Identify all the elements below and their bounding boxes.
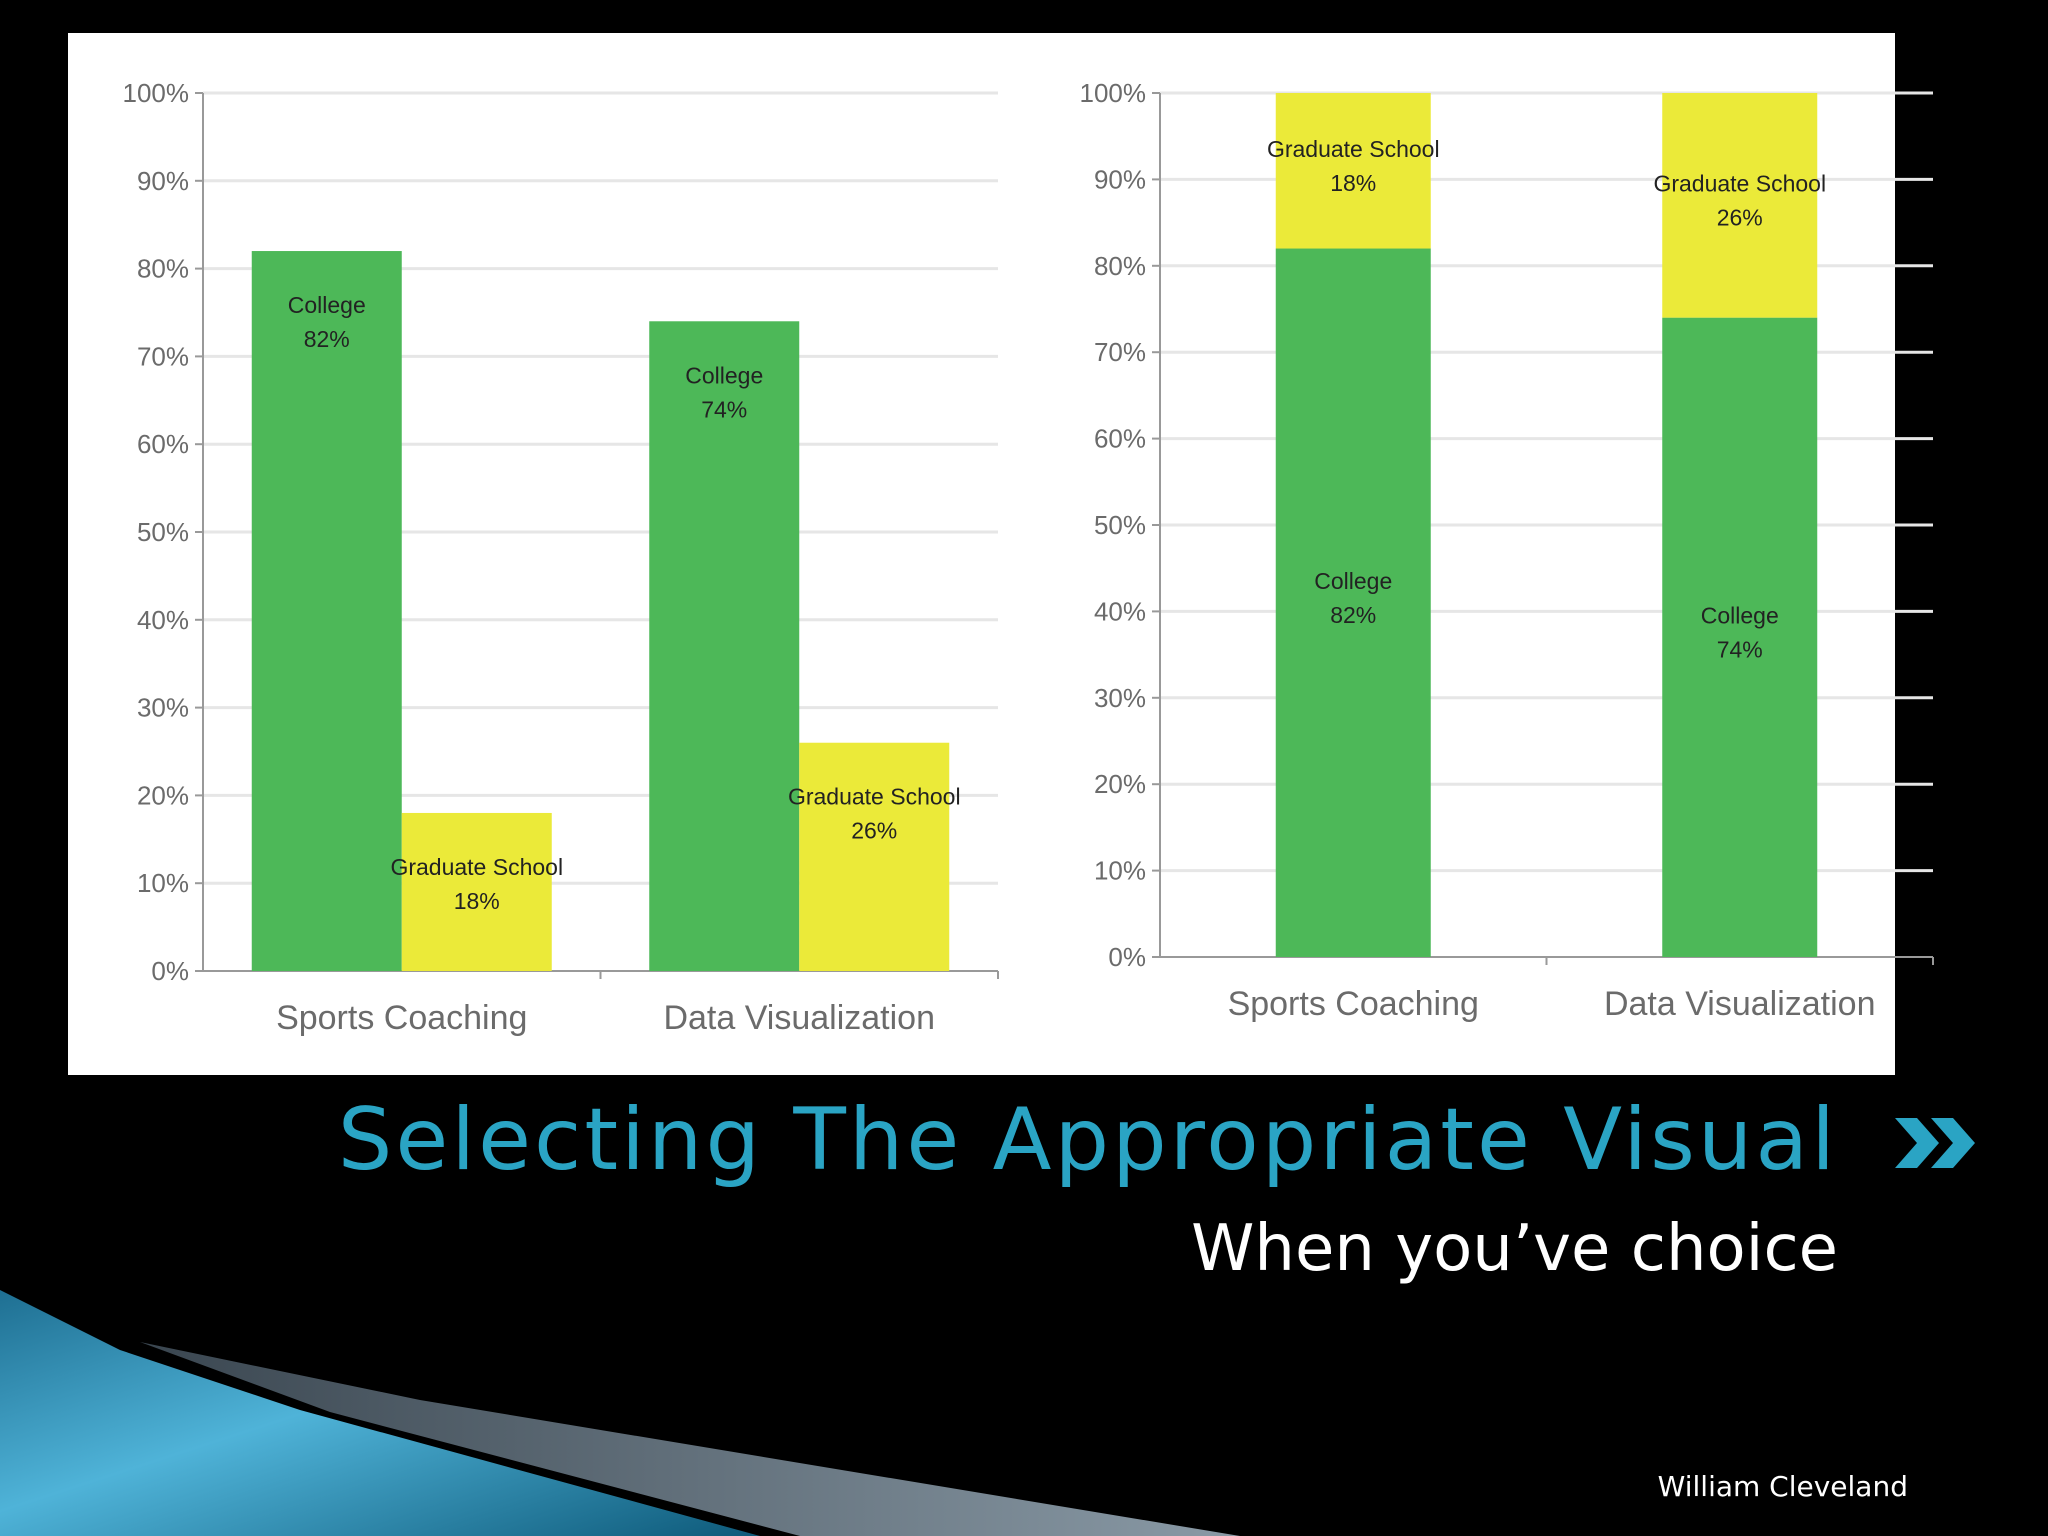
data-label-name: College [1701, 602, 1779, 628]
double-chevron-right-icon[interactable] [1895, 1118, 1979, 1168]
y-tick-label: 50% [1094, 510, 1146, 540]
y-tick-label: 10% [1094, 856, 1146, 886]
bar-college [1275, 248, 1431, 957]
chart-panel: 0% 10% 20% 30% 40% 50% 60% 70% 80% 90% 100% Sports … [68, 33, 1934, 1075]
data-label-value: 82% [1330, 602, 1376, 628]
data-label-value: 82% [304, 326, 350, 352]
y-tick-label: 80% [1094, 251, 1146, 281]
data-label-value: 26% [1717, 204, 1763, 230]
data-label-value: 74% [701, 396, 747, 422]
slide-title: Selecting The Appropriate Visual [337, 1090, 1838, 1190]
y-tick-label: 20% [137, 780, 189, 810]
y-tick-label: 80% [137, 254, 189, 284]
bar-graduate-school [1662, 93, 1818, 318]
y-tick-label: 70% [1094, 337, 1146, 367]
x-category-label: Sports Coaching [276, 999, 527, 1037]
data-label-name: Graduate School [1267, 136, 1440, 162]
y-tick-label: 90% [1094, 164, 1146, 194]
data-label-value: 26% [851, 818, 897, 844]
x-category-label: Data Visualization [1604, 985, 1876, 1023]
y-tick-label: 0% [151, 956, 189, 986]
y-tick-label: 10% [137, 868, 189, 898]
y-tick-label: 0% [1108, 942, 1146, 972]
y-tick-label: 20% [1094, 769, 1146, 799]
data-label-name: Graduate School [390, 854, 563, 880]
data-label-name: Graduate School [788, 784, 961, 810]
y-tick-label: 90% [137, 166, 189, 196]
stacked-bar-chart: 0% 10% 20% 30% 40% 50% 60% 70% 80% 90% 100% Sports … [1080, 78, 1934, 1023]
attribution: William Cleveland [1657, 1470, 1908, 1503]
bar-graduate-school [401, 812, 552, 971]
y-tick-label: 100% [123, 78, 190, 108]
data-label-name: Graduate School [1653, 170, 1826, 196]
x-category-label: Sports Coaching [1228, 985, 1479, 1023]
data-label-name: College [685, 362, 763, 388]
side-by-side-bar-chart: 0% 10% 20% 30% 40% 50% 60% 70% 80% 90% 100% Sports … [123, 78, 999, 1037]
data-label-value: 74% [1717, 636, 1763, 662]
y-tick-label: 50% [137, 517, 189, 547]
y-tick-label: 70% [137, 341, 189, 371]
data-label-name: College [1314, 568, 1392, 594]
x-category-label: Data Visualization [663, 999, 935, 1037]
y-tick-label: 30% [137, 693, 189, 723]
slide-subtitle: When you’ve choice [1191, 1212, 1838, 1286]
y-tick-label: 60% [137, 429, 189, 459]
data-label-name: College [288, 292, 366, 318]
y-tick-label: 30% [1094, 683, 1146, 713]
bar-college [649, 321, 800, 971]
data-label-value: 18% [1330, 170, 1376, 196]
y-tick-label: 40% [137, 605, 189, 635]
y-tick-label: 100% [1080, 78, 1147, 108]
y-tick-label: 40% [1094, 596, 1146, 626]
bar-graduate-school [799, 742, 950, 971]
bar-college [1662, 317, 1818, 957]
data-label-value: 18% [454, 888, 500, 914]
slide-decoration [0, 1290, 1240, 1536]
y-tick-label: 60% [1094, 424, 1146, 454]
bar-college [251, 251, 402, 972]
bar-graduate-school [1275, 93, 1431, 249]
